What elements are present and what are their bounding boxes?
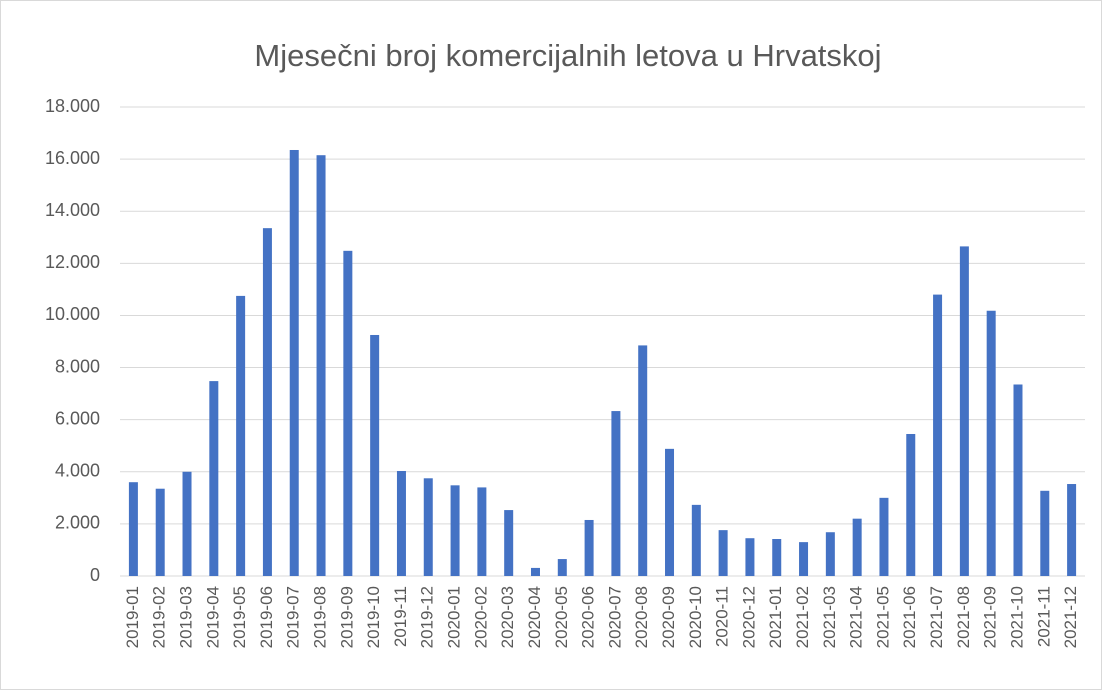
bar xyxy=(316,155,326,577)
x-tick-label: 2019-02 xyxy=(150,586,169,648)
x-tick-label: 2021-09 xyxy=(981,586,1000,648)
x-tick-label: 2019-12 xyxy=(418,586,437,648)
bar xyxy=(182,471,192,576)
bar xyxy=(691,504,701,576)
x-tick-label: 2020-09 xyxy=(659,586,678,648)
x-tick-label: 2020-10 xyxy=(686,586,705,648)
bar xyxy=(611,411,621,576)
y-tick-label: 18.000 xyxy=(45,96,100,116)
bar xyxy=(959,246,969,576)
bar xyxy=(772,539,782,576)
bar xyxy=(638,345,648,576)
x-tick-label: 2021-05 xyxy=(873,586,892,648)
x-tick-label: 2021-04 xyxy=(847,586,866,648)
x-tick-label: 2020-11 xyxy=(713,586,732,647)
x-tick-label: 2020-01 xyxy=(445,586,464,648)
bar xyxy=(155,488,165,576)
x-tick-label: 2021-08 xyxy=(954,586,973,648)
x-tick-label: 2019-01 xyxy=(123,586,142,648)
y-tick-label: 16.000 xyxy=(45,148,100,168)
x-tick-label: 2019-05 xyxy=(230,586,249,648)
bar xyxy=(128,482,138,576)
bar xyxy=(557,559,567,576)
x-tick-label: 2020-05 xyxy=(552,586,571,648)
y-tick-label: 12.000 xyxy=(45,252,100,272)
bar xyxy=(799,542,809,576)
bar xyxy=(450,485,460,576)
x-tick-label: 2019-10 xyxy=(364,586,383,648)
x-tick-label: 2019-06 xyxy=(257,586,276,648)
bar xyxy=(906,433,916,576)
y-tick-label: 2.000 xyxy=(55,513,100,533)
x-tick-label: 2019-11 xyxy=(391,586,410,647)
bar xyxy=(209,381,219,576)
x-tick-label: 2020-02 xyxy=(471,586,490,648)
bar xyxy=(504,510,514,576)
y-tick-label: 4.000 xyxy=(55,461,100,481)
bar xyxy=(584,519,594,576)
bar xyxy=(343,250,353,576)
bar xyxy=(665,448,675,576)
x-tick-label: 2020-08 xyxy=(632,586,651,648)
bar xyxy=(879,497,889,576)
x-tick-label: 2021-01 xyxy=(766,586,785,648)
bar xyxy=(236,295,246,576)
bar xyxy=(852,518,862,576)
x-tick-label: 2021-11 xyxy=(1034,586,1053,647)
bar xyxy=(289,149,299,576)
x-tick-label: 2020-03 xyxy=(498,586,517,648)
bar xyxy=(986,310,996,576)
x-tick-label: 2021-02 xyxy=(793,586,812,648)
chart-title: Mjesečni broj komercijalnih letova u Hrv… xyxy=(254,38,881,73)
bar xyxy=(825,532,835,576)
y-tick-label: 0 xyxy=(90,565,100,585)
bar xyxy=(396,470,406,576)
y-tick-label: 14.000 xyxy=(45,200,100,220)
x-tick-label: 2019-09 xyxy=(337,586,356,648)
bar xyxy=(262,228,272,577)
x-tick-label: 2020-06 xyxy=(579,586,598,648)
bar xyxy=(1067,484,1077,576)
x-tick-label: 2019-07 xyxy=(284,586,303,648)
bar xyxy=(745,538,755,576)
bar xyxy=(1013,384,1023,576)
x-tick-label: 2021-03 xyxy=(820,586,839,648)
bar xyxy=(477,487,487,576)
x-tick-label: 2020-07 xyxy=(605,586,624,648)
y-tick-label: 8.000 xyxy=(55,356,100,376)
x-tick-label: 2019-04 xyxy=(203,586,222,648)
x-tick-label: 2020-04 xyxy=(525,586,544,648)
bar xyxy=(718,530,728,576)
y-tick-label: 10.000 xyxy=(45,304,100,324)
x-tick-label: 2021-06 xyxy=(900,586,919,648)
x-tick-label: 2019-08 xyxy=(311,586,330,648)
bar xyxy=(530,567,540,576)
bar xyxy=(1040,490,1050,576)
y-tick-label: 6.000 xyxy=(55,408,100,428)
x-tick-label: 2021-07 xyxy=(927,586,946,648)
bar xyxy=(933,294,943,576)
x-tick-label: 2021-10 xyxy=(1007,586,1026,648)
x-tick-label: 2021-12 xyxy=(1061,586,1080,648)
x-tick-label: 2019-03 xyxy=(176,586,195,648)
bar xyxy=(370,334,380,576)
bar xyxy=(423,478,433,576)
x-tick-label: 2020-12 xyxy=(739,586,758,648)
